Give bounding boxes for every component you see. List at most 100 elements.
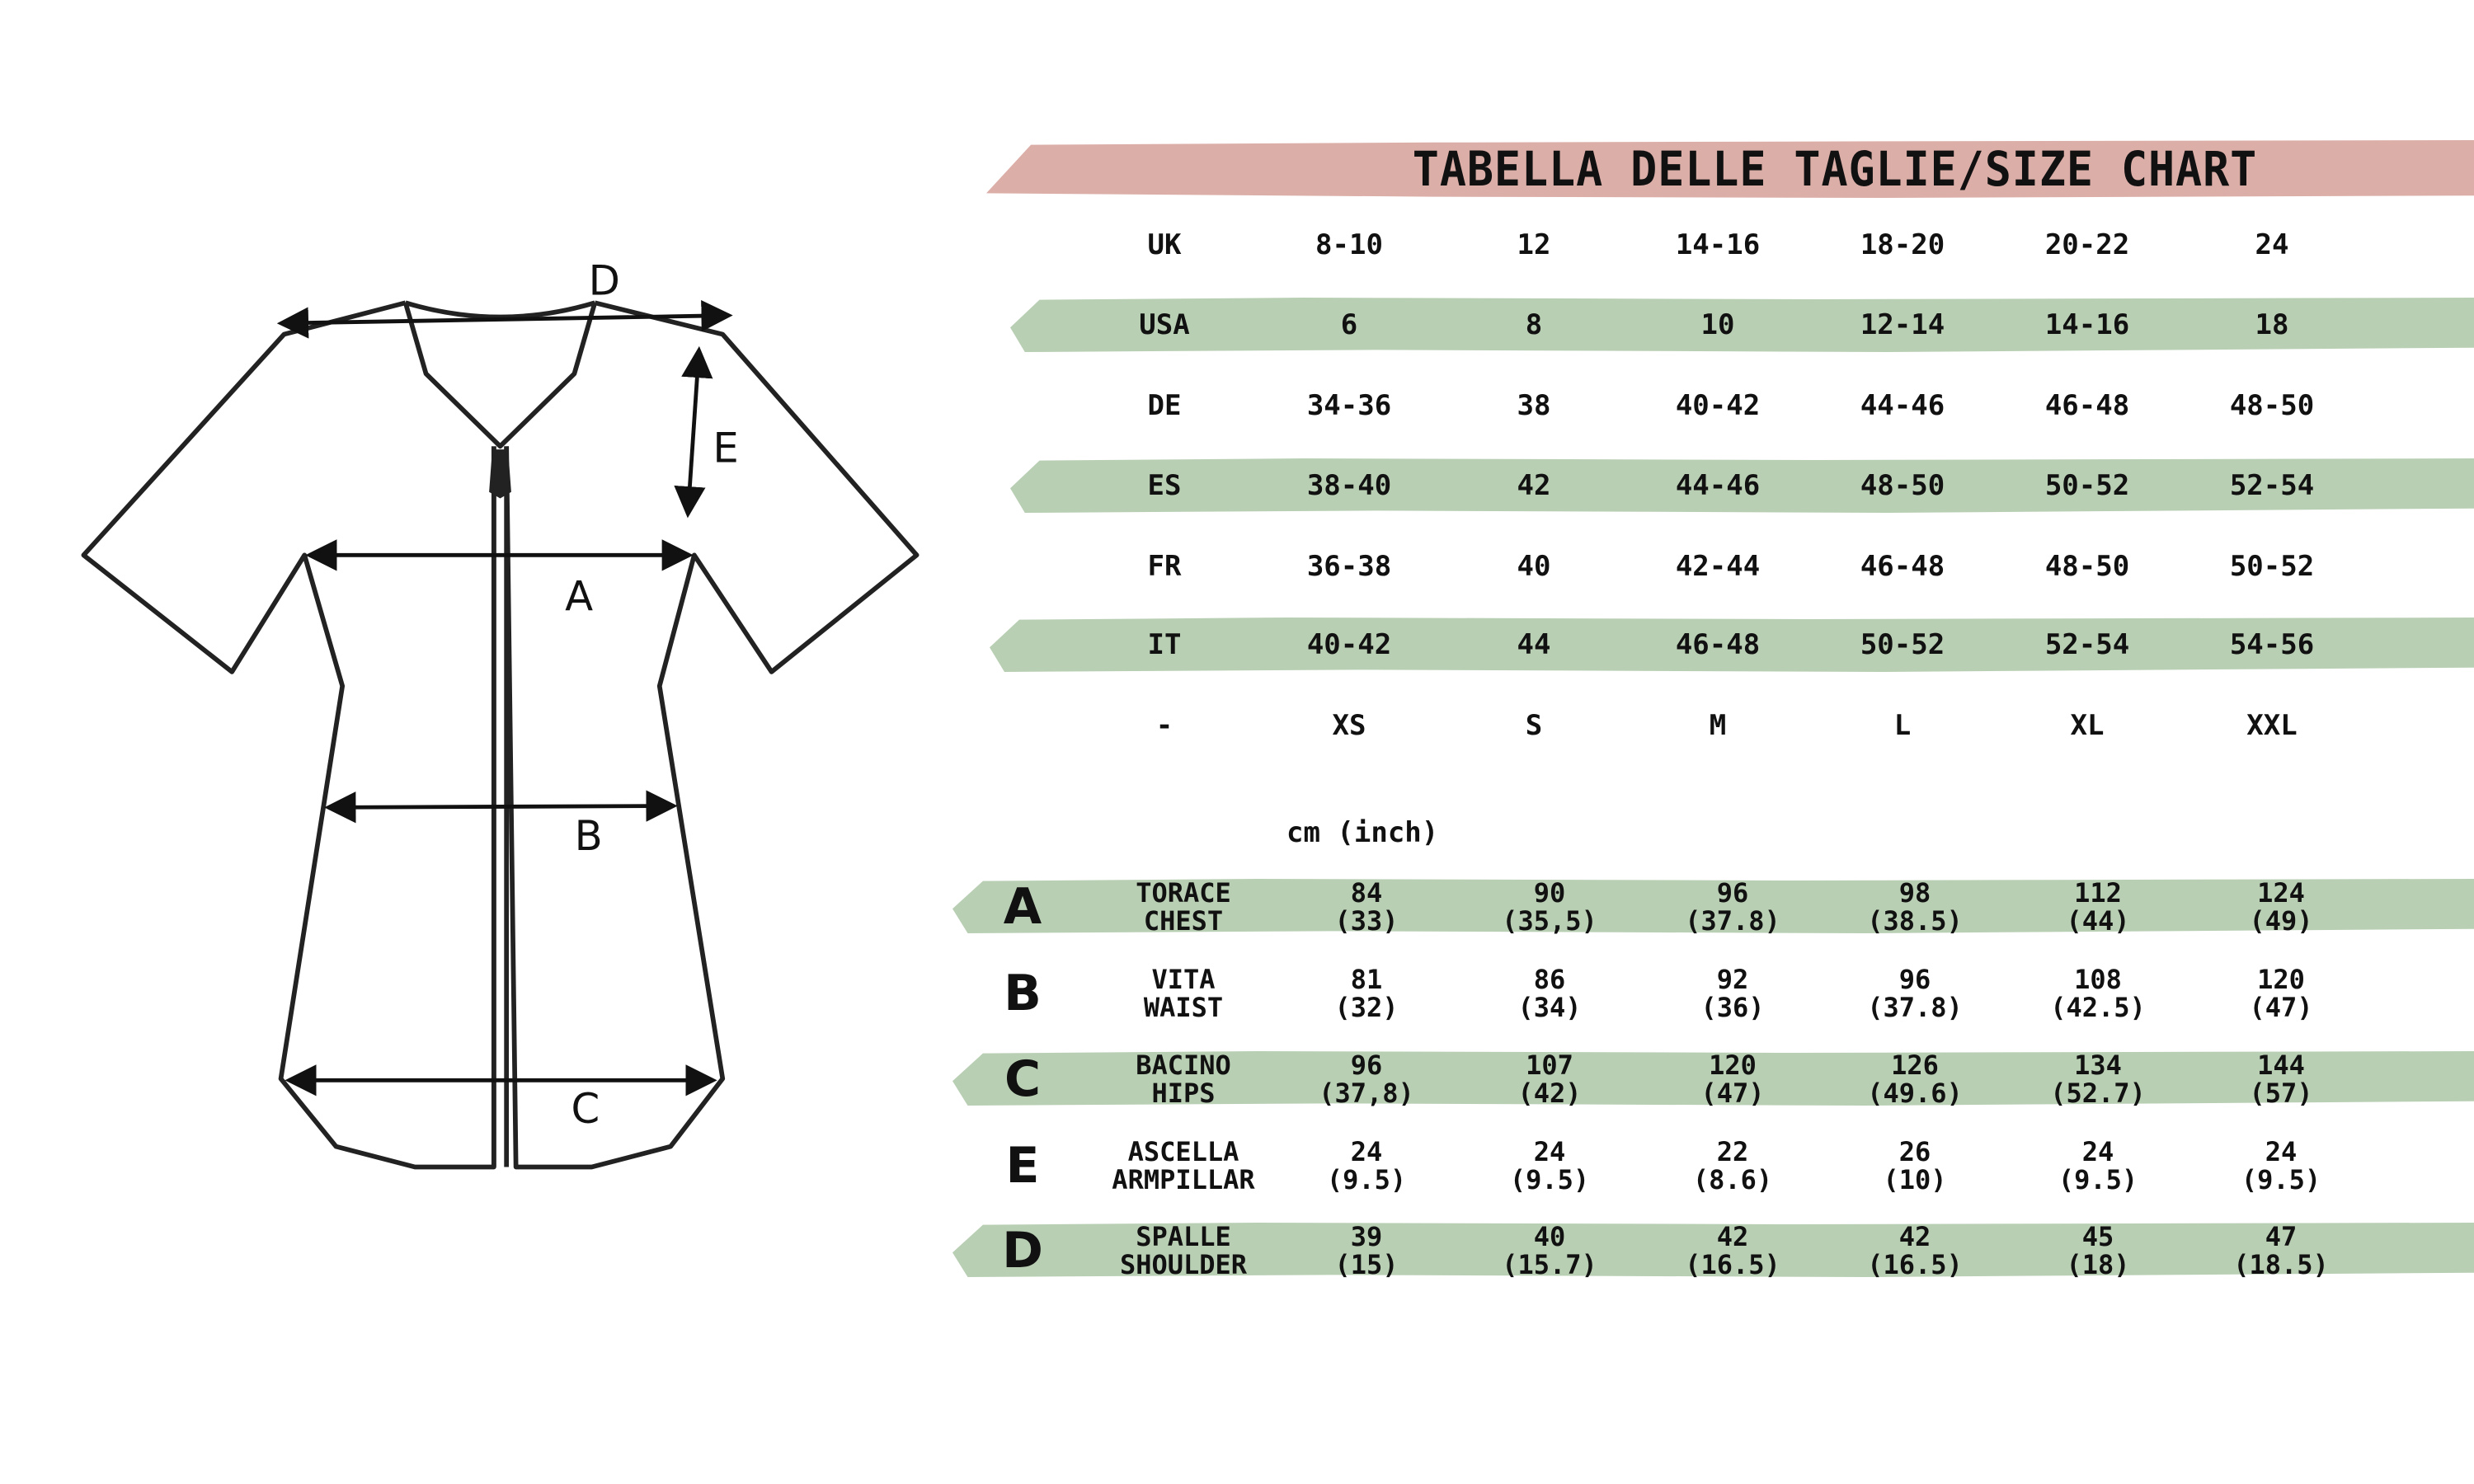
size-value: 38-40 xyxy=(1306,469,1392,502)
value-cm: 45 xyxy=(2081,1221,2114,1252)
size-value: 50-52 xyxy=(2044,469,2130,502)
value-cm: 40 xyxy=(1533,1221,1566,1252)
size-value: 8-10 xyxy=(1315,228,1383,261)
value-inch: (36) xyxy=(1700,992,1765,1023)
size-value: 12-14 xyxy=(1860,308,1945,341)
value-inch: (15) xyxy=(1334,1249,1399,1280)
value-cm: 42 xyxy=(1716,1221,1749,1252)
value-cm: 24 xyxy=(2265,1136,2298,1167)
size-value: 52-54 xyxy=(2229,469,2315,502)
value-inch: (42) xyxy=(1517,1078,1582,1109)
value-cm: 24 xyxy=(2081,1136,2114,1167)
value-inch: (52.7) xyxy=(2050,1078,2146,1109)
value-inch: (37.8) xyxy=(1685,905,1780,937)
size-value: L xyxy=(1893,709,1912,742)
value-inch: (32) xyxy=(1334,992,1399,1023)
value-inch: (38.5) xyxy=(1867,905,1963,937)
size-value: 42 xyxy=(1517,469,1551,502)
value-cm: 90 xyxy=(1533,877,1566,909)
value-cm: 24 xyxy=(1533,1136,1566,1167)
value-inch: (49) xyxy=(2249,905,2313,937)
value-inch: (34) xyxy=(1517,992,1582,1023)
row-label: USA xyxy=(1139,308,1190,341)
size-value: 46-48 xyxy=(1675,628,1761,661)
arrow-e xyxy=(674,345,713,519)
measure-letter: E xyxy=(1005,1137,1040,1195)
size-value: 40-42 xyxy=(1306,628,1392,661)
size-value: 18-20 xyxy=(1860,228,1945,261)
value-cm: 42 xyxy=(1898,1221,1931,1252)
size-value: 44-46 xyxy=(1675,469,1761,502)
value-inch: (42.5) xyxy=(2050,992,2146,1023)
size-value: 38 xyxy=(1517,389,1551,422)
value-inch: (33) xyxy=(1334,905,1399,937)
value-cm: 120 xyxy=(2257,964,2305,995)
size-value: 24 xyxy=(2255,228,2289,261)
measure-label-en: SHOULDER xyxy=(1119,1249,1248,1280)
value-cm: 96 xyxy=(1716,877,1749,909)
value-cm: 144 xyxy=(2257,1050,2305,1081)
value-cm: 96 xyxy=(1898,964,1931,995)
title-band xyxy=(986,140,2474,198)
row-band xyxy=(1010,458,2474,513)
value-inch: (10) xyxy=(1883,1164,1947,1195)
size-value: M xyxy=(1709,709,1727,742)
row-band xyxy=(952,879,2474,933)
size-value: 10 xyxy=(1700,308,1735,341)
value-inch: (47) xyxy=(2249,992,2313,1023)
zipper-pull-icon xyxy=(489,449,511,499)
size-value: 40 xyxy=(1517,550,1551,583)
value-cm: 124 xyxy=(2257,877,2305,909)
value-cm: 86 xyxy=(1533,964,1566,995)
shirt-outline xyxy=(81,300,920,1170)
size-value: 42-44 xyxy=(1675,550,1761,583)
value-cm: 112 xyxy=(2074,877,2122,909)
size-value: 50-52 xyxy=(2229,550,2315,583)
size-value: XL xyxy=(2070,709,2105,742)
label-d: D xyxy=(589,257,620,305)
size-value: 6 xyxy=(1340,308,1358,341)
measure-label-en: CHEST xyxy=(1143,905,1224,937)
value-inch: (35,5) xyxy=(1502,905,1597,937)
value-cm: 108 xyxy=(2074,964,2122,995)
value-inch: (44) xyxy=(2066,905,2130,937)
row-band xyxy=(952,1051,2474,1106)
size-value: XXL xyxy=(2246,709,2298,742)
row-band xyxy=(990,618,2474,672)
label-c: C xyxy=(571,1085,600,1133)
value-inch: (9.5) xyxy=(1326,1164,1407,1195)
value-cm: 126 xyxy=(1891,1050,1939,1081)
row-band xyxy=(952,1223,2474,1277)
value-inch: (16.5) xyxy=(1867,1249,1963,1280)
size-value: 52-54 xyxy=(2044,628,2130,661)
measure-label-it: TORACE xyxy=(1136,877,1231,909)
value-cm: 107 xyxy=(1526,1050,1573,1081)
row-label: ES xyxy=(1147,469,1182,502)
label-a: A xyxy=(565,572,593,620)
measure-label-it: SPALLE xyxy=(1136,1221,1231,1252)
size-value: 34-36 xyxy=(1306,389,1392,422)
value-cm: 39 xyxy=(1350,1221,1383,1252)
value-inch: (8.6) xyxy=(1692,1164,1773,1195)
value-inch: (18.5) xyxy=(2233,1249,2329,1280)
measure-letter: D xyxy=(1002,1222,1043,1280)
size-value: 50-52 xyxy=(1860,628,1945,661)
measure-label-it: BACINO xyxy=(1136,1050,1231,1081)
size-value: 14-16 xyxy=(2044,308,2130,341)
size-value: 36-38 xyxy=(1306,550,1392,583)
row-label: IT xyxy=(1147,628,1182,661)
size-value: 44-46 xyxy=(1860,389,1945,422)
size-value: 18 xyxy=(2255,308,2289,341)
row-label: UK xyxy=(1147,228,1182,261)
value-inch: (57) xyxy=(2249,1078,2313,1109)
value-inch: (18) xyxy=(2066,1249,2130,1280)
size-value: S xyxy=(1525,709,1543,742)
size-value: 48-50 xyxy=(2044,550,2130,583)
size-value: 20-22 xyxy=(2044,228,2130,261)
value-cm: 22 xyxy=(1716,1136,1749,1167)
measure-letter: A xyxy=(1003,878,1042,936)
value-inch: (9.5) xyxy=(1509,1164,1590,1195)
value-inch: (37,8) xyxy=(1319,1078,1414,1109)
value-cm: 98 xyxy=(1898,877,1931,909)
